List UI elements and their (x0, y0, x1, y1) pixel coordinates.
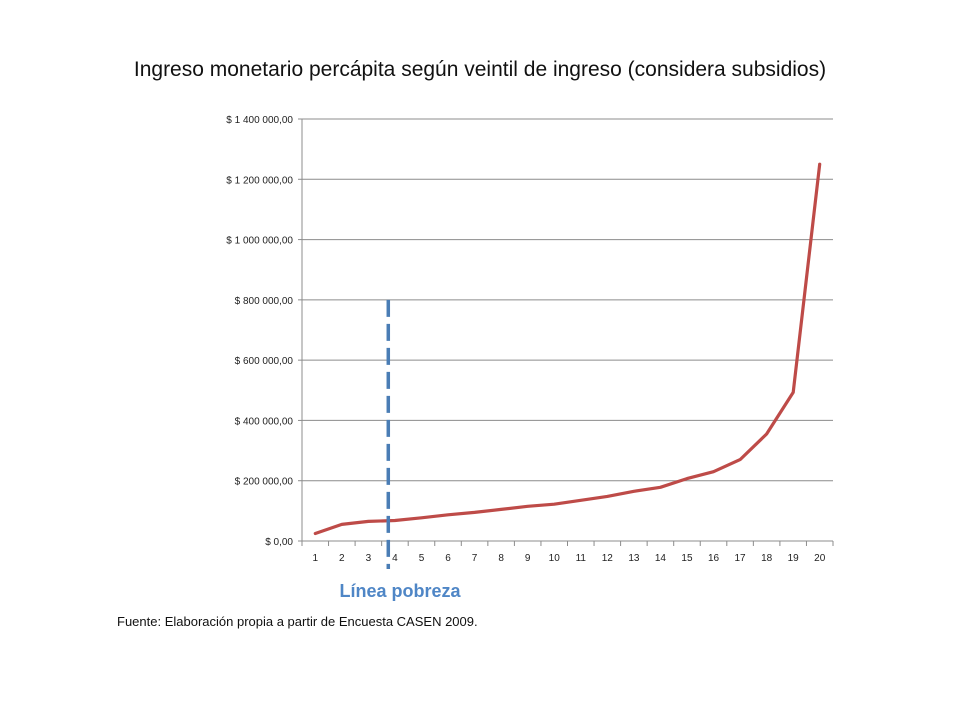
axes (298, 118, 834, 546)
x-tick-label: 1 (312, 553, 318, 564)
x-tick-label: 11 (576, 553, 587, 564)
x-tick-label: 19 (788, 553, 800, 564)
y-tick-label: $ 1 400 000,00 (226, 115, 293, 126)
x-axis-tick-labels: 1 2 3 4 5 6 7 8 9 10 11 12 13 14 15 16 17 18 19 20 (312, 553, 825, 564)
x-tick-label: 16 (708, 553, 720, 564)
x-tick-label: 18 (761, 553, 773, 564)
x-tick-label: 6 (445, 553, 451, 564)
y-tick-label: $ 800 000,00 (235, 296, 294, 307)
x-tick-label: 14 (655, 553, 667, 564)
y-tick-label: $ 400 000,00 (235, 416, 294, 427)
x-tick-label: 10 (549, 553, 561, 564)
y-tick-label: $ 600 000,00 (235, 356, 294, 367)
x-tick-label: 7 (472, 553, 478, 564)
chart-title: Ingreso monetario percápita según veinti… (133, 58, 827, 81)
x-tick-label: 20 (814, 553, 826, 564)
y-axis-tick-labels: $ 0,00 $ 200 000,00 $ 400 000,00 $ 600 000,… (226, 115, 293, 548)
series-line (313, 162, 822, 536)
x-tick-label: 9 (525, 553, 531, 564)
x-tick-label: 4 (392, 553, 398, 564)
x-tick-label: 17 (735, 553, 747, 564)
poverty-line-label: Línea pobreza (339, 581, 461, 601)
x-tick-label: 5 (419, 553, 425, 564)
y-tick-label: $ 1 000 000,00 (226, 236, 293, 247)
y-tick-label: $ 0,00 (265, 537, 293, 548)
x-tick-label: 15 (681, 553, 693, 564)
x-tick-label: 2 (339, 553, 345, 564)
gridlines (302, 118, 833, 542)
y-tick-label: $ 1 200 000,00 (226, 175, 293, 186)
y-tick-label: $ 200 000,00 (235, 477, 294, 488)
series-lines (313, 162, 822, 536)
annotations: Línea pobreza (339, 299, 461, 601)
x-tick-label: 12 (602, 553, 614, 564)
x-tick-label: 13 (628, 553, 640, 564)
x-tick-label: 8 (498, 553, 504, 564)
source-note: Fuente: Elaboración propia a partir de E… (117, 614, 478, 629)
x-tick-label: 3 (366, 553, 372, 564)
